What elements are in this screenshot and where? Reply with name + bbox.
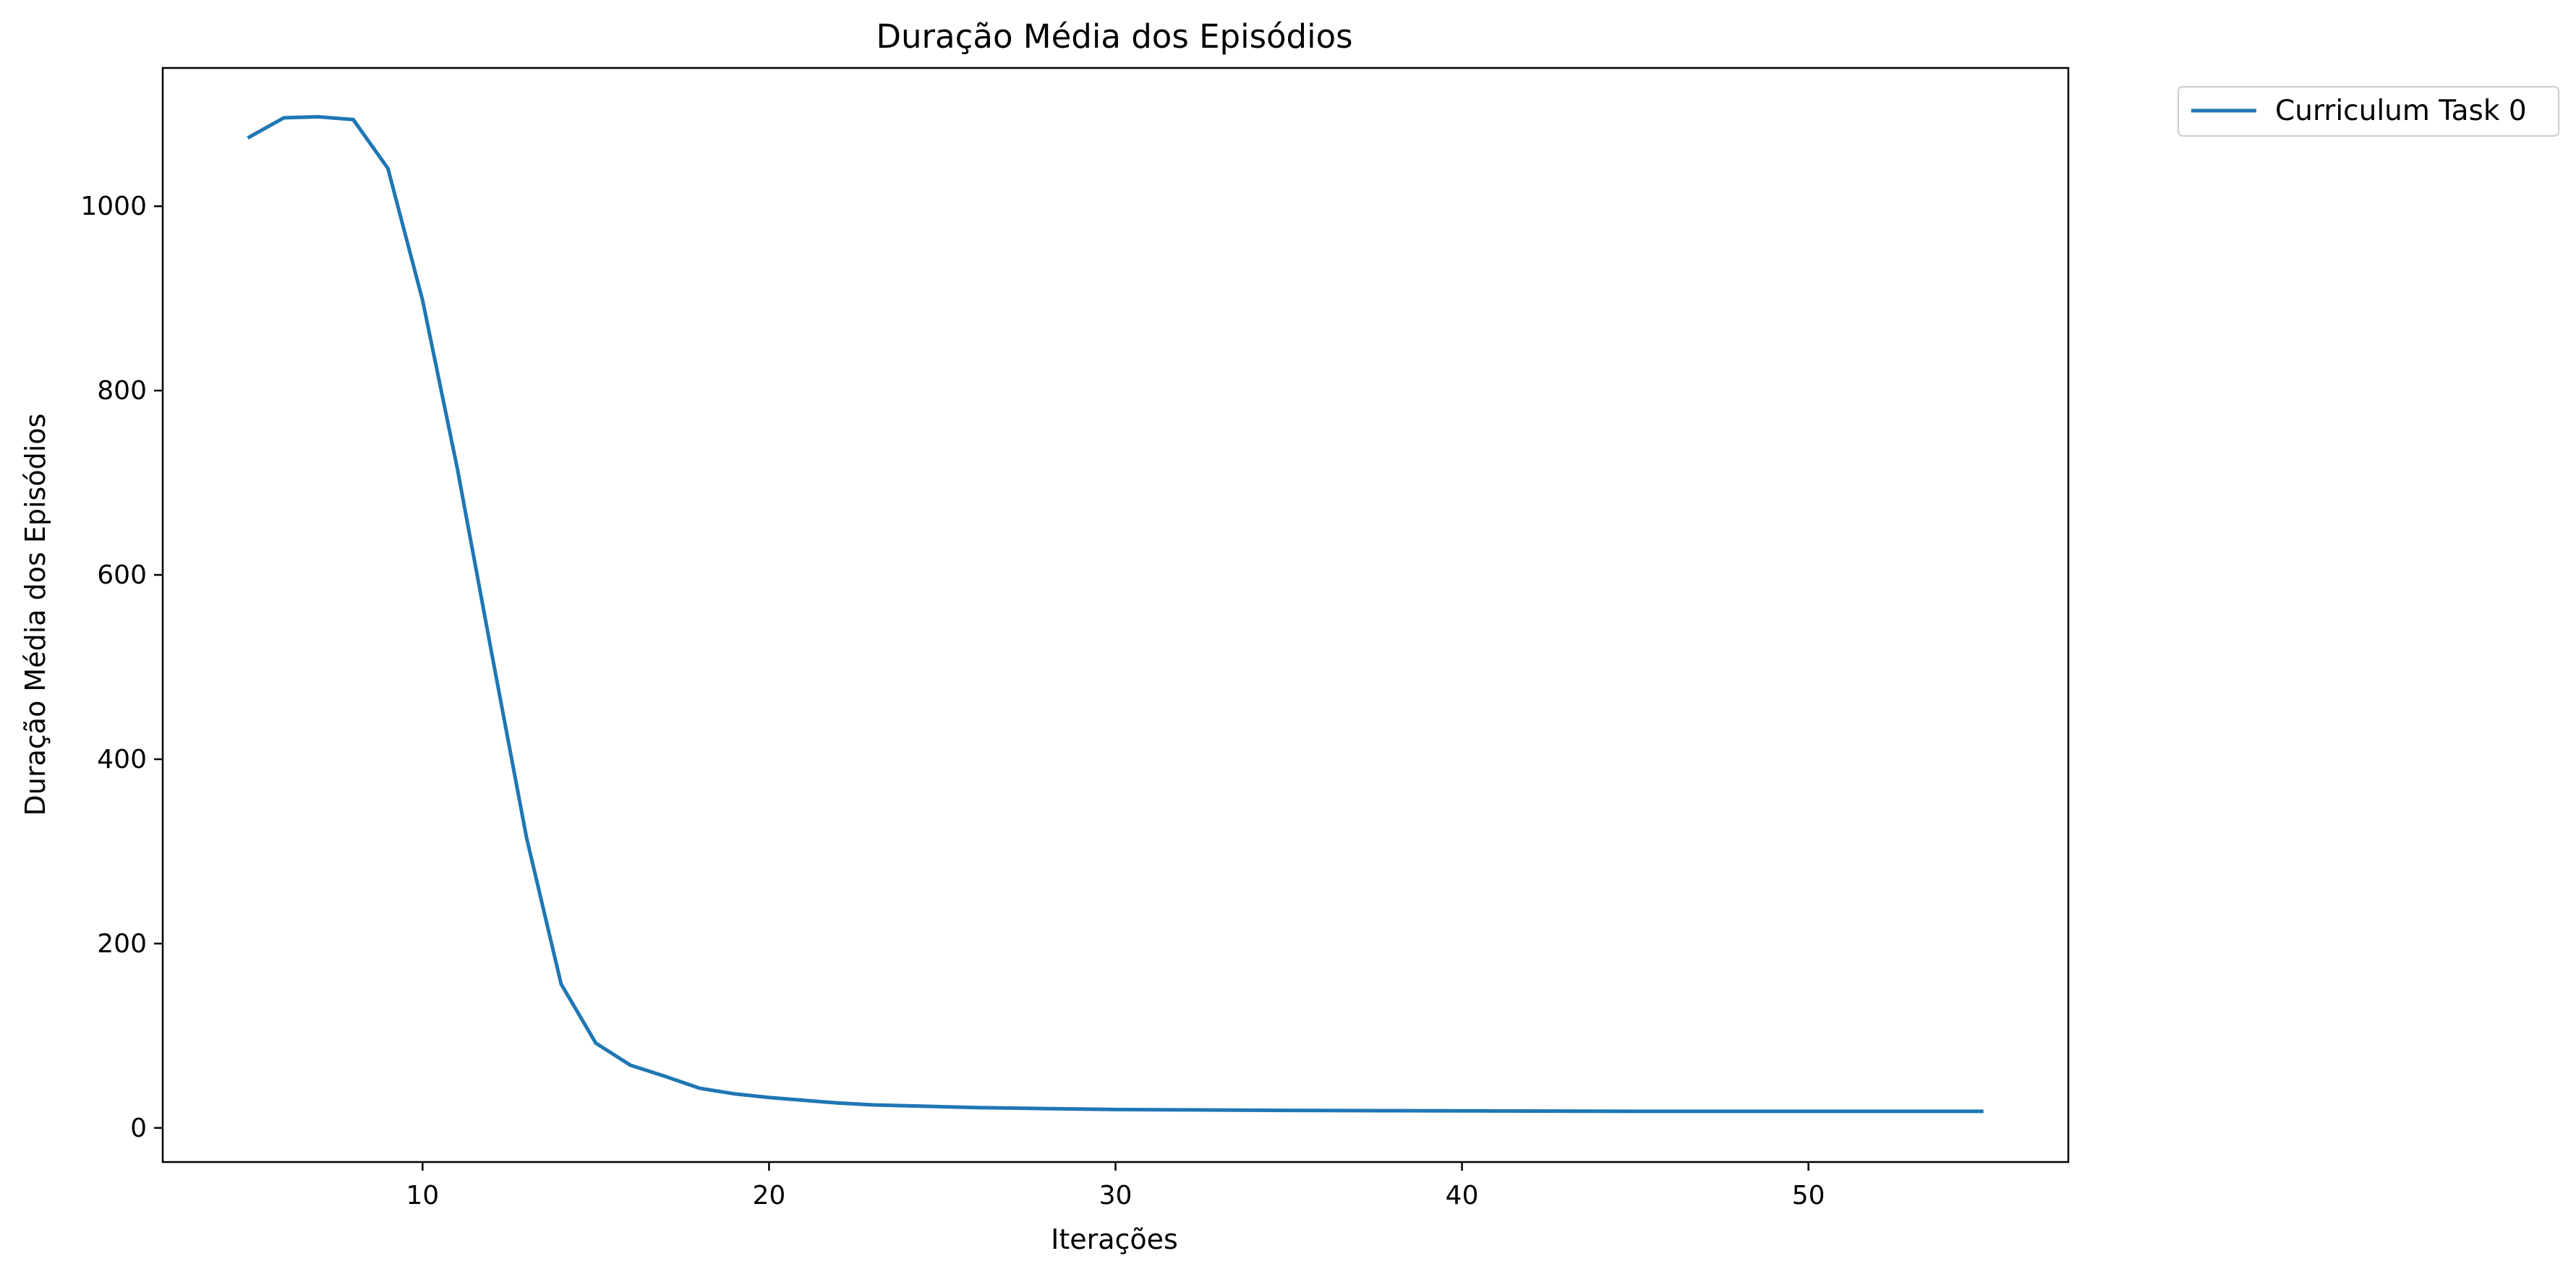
y-tick-label: 800 xyxy=(97,376,147,406)
chart-title: Duração Média dos Episódios xyxy=(876,17,1352,56)
series-line-0 xyxy=(247,115,1984,1114)
legend: Curriculum Task 0 xyxy=(2178,86,2559,137)
y-tick-label: 600 xyxy=(97,560,147,590)
y-tick-label: 200 xyxy=(97,929,147,959)
legend-label: Curriculum Task 0 xyxy=(2275,95,2527,127)
y-tick-label: 1000 xyxy=(80,192,147,221)
x-tick-label: 50 xyxy=(1792,1181,1825,1210)
y-tick-label: 0 xyxy=(130,1114,147,1143)
x-tick-label: 10 xyxy=(406,1181,439,1210)
y-axis-label: Duração Média dos Episódios xyxy=(20,414,51,816)
legend-box xyxy=(2178,86,2559,137)
x-tick-label: 20 xyxy=(753,1181,786,1210)
y-axis-ticks: 0 200 400 600 800 1000 xyxy=(80,192,163,1143)
x-tick-label: 40 xyxy=(1446,1181,1479,1210)
x-axis-ticks: 10 20 30 40 50 xyxy=(406,1162,1825,1210)
plot-area xyxy=(247,115,1984,1114)
y-tick-label: 400 xyxy=(97,745,147,774)
x-tick-label: 30 xyxy=(1099,1181,1133,1210)
x-axis-label: Iterações xyxy=(1051,1223,1178,1255)
